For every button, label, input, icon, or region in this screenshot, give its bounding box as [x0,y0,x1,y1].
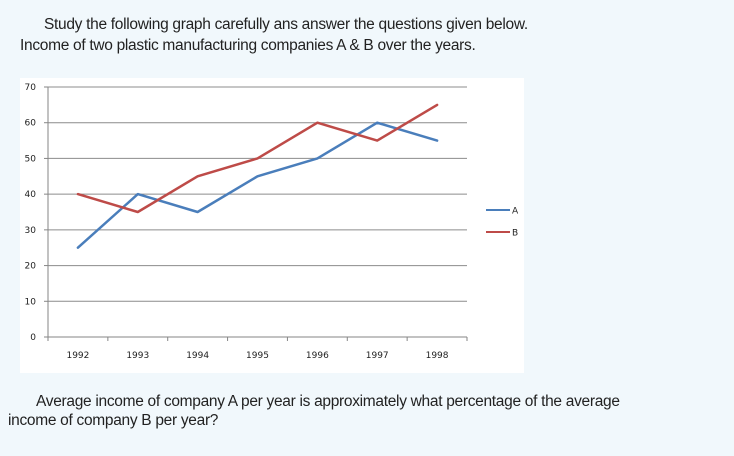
question-line-2: income of company B per year? [8,412,219,429]
intro-line-1: Study the following graph carefully ans … [44,16,528,33]
chart-svg: 0 10 20 30 40 50 60 70 1992 1993 1994 1995 1996 1997… [25,83,519,361]
gridlines [48,86,467,302]
intro-line-2: Income of two plastic manufacturing comp… [20,37,476,54]
question-line-1: Average income of company A per year is … [36,393,620,410]
x-tick-labels: 1992 1993 1994 1995 1996 1997 1998 [66,351,448,361]
x-tick-label: 1998 [426,351,449,361]
y-tick-label: 10 [25,297,37,307]
x-tick-label: 1994 [186,351,209,361]
legend-label-a: A [512,207,519,217]
legend: AB [486,207,519,239]
y-tick-label: 40 [25,190,37,200]
series-lines [76,103,439,249]
y-tick-label: 50 [25,154,37,164]
intro-text: Study the following graph carefully ans … [20,14,528,56]
y-tick-label: 30 [25,226,37,236]
series-line-b [76,103,439,214]
y-tick-label: 20 [25,262,37,272]
y-tick-label: 60 [25,119,37,129]
x-tick-label: 1996 [306,351,329,361]
axes [44,86,468,341]
y-tick-label: 70 [25,83,37,93]
series-line-a [76,121,439,249]
y-tick-labels: 0 10 20 30 40 50 60 70 [25,83,37,343]
y-tick-label: 0 [30,333,36,343]
line-chart: 0 10 20 30 40 50 60 70 1992 1993 1994 1995 1996 1997… [20,78,524,373]
x-tick-label: 1993 [126,351,149,361]
x-tick-label: 1992 [66,351,89,361]
question-text: Average income of company A per year is … [8,392,708,430]
x-tick-label: 1997 [366,351,389,361]
legend-label-b: B [512,229,518,239]
x-tick-label: 1995 [246,351,269,361]
